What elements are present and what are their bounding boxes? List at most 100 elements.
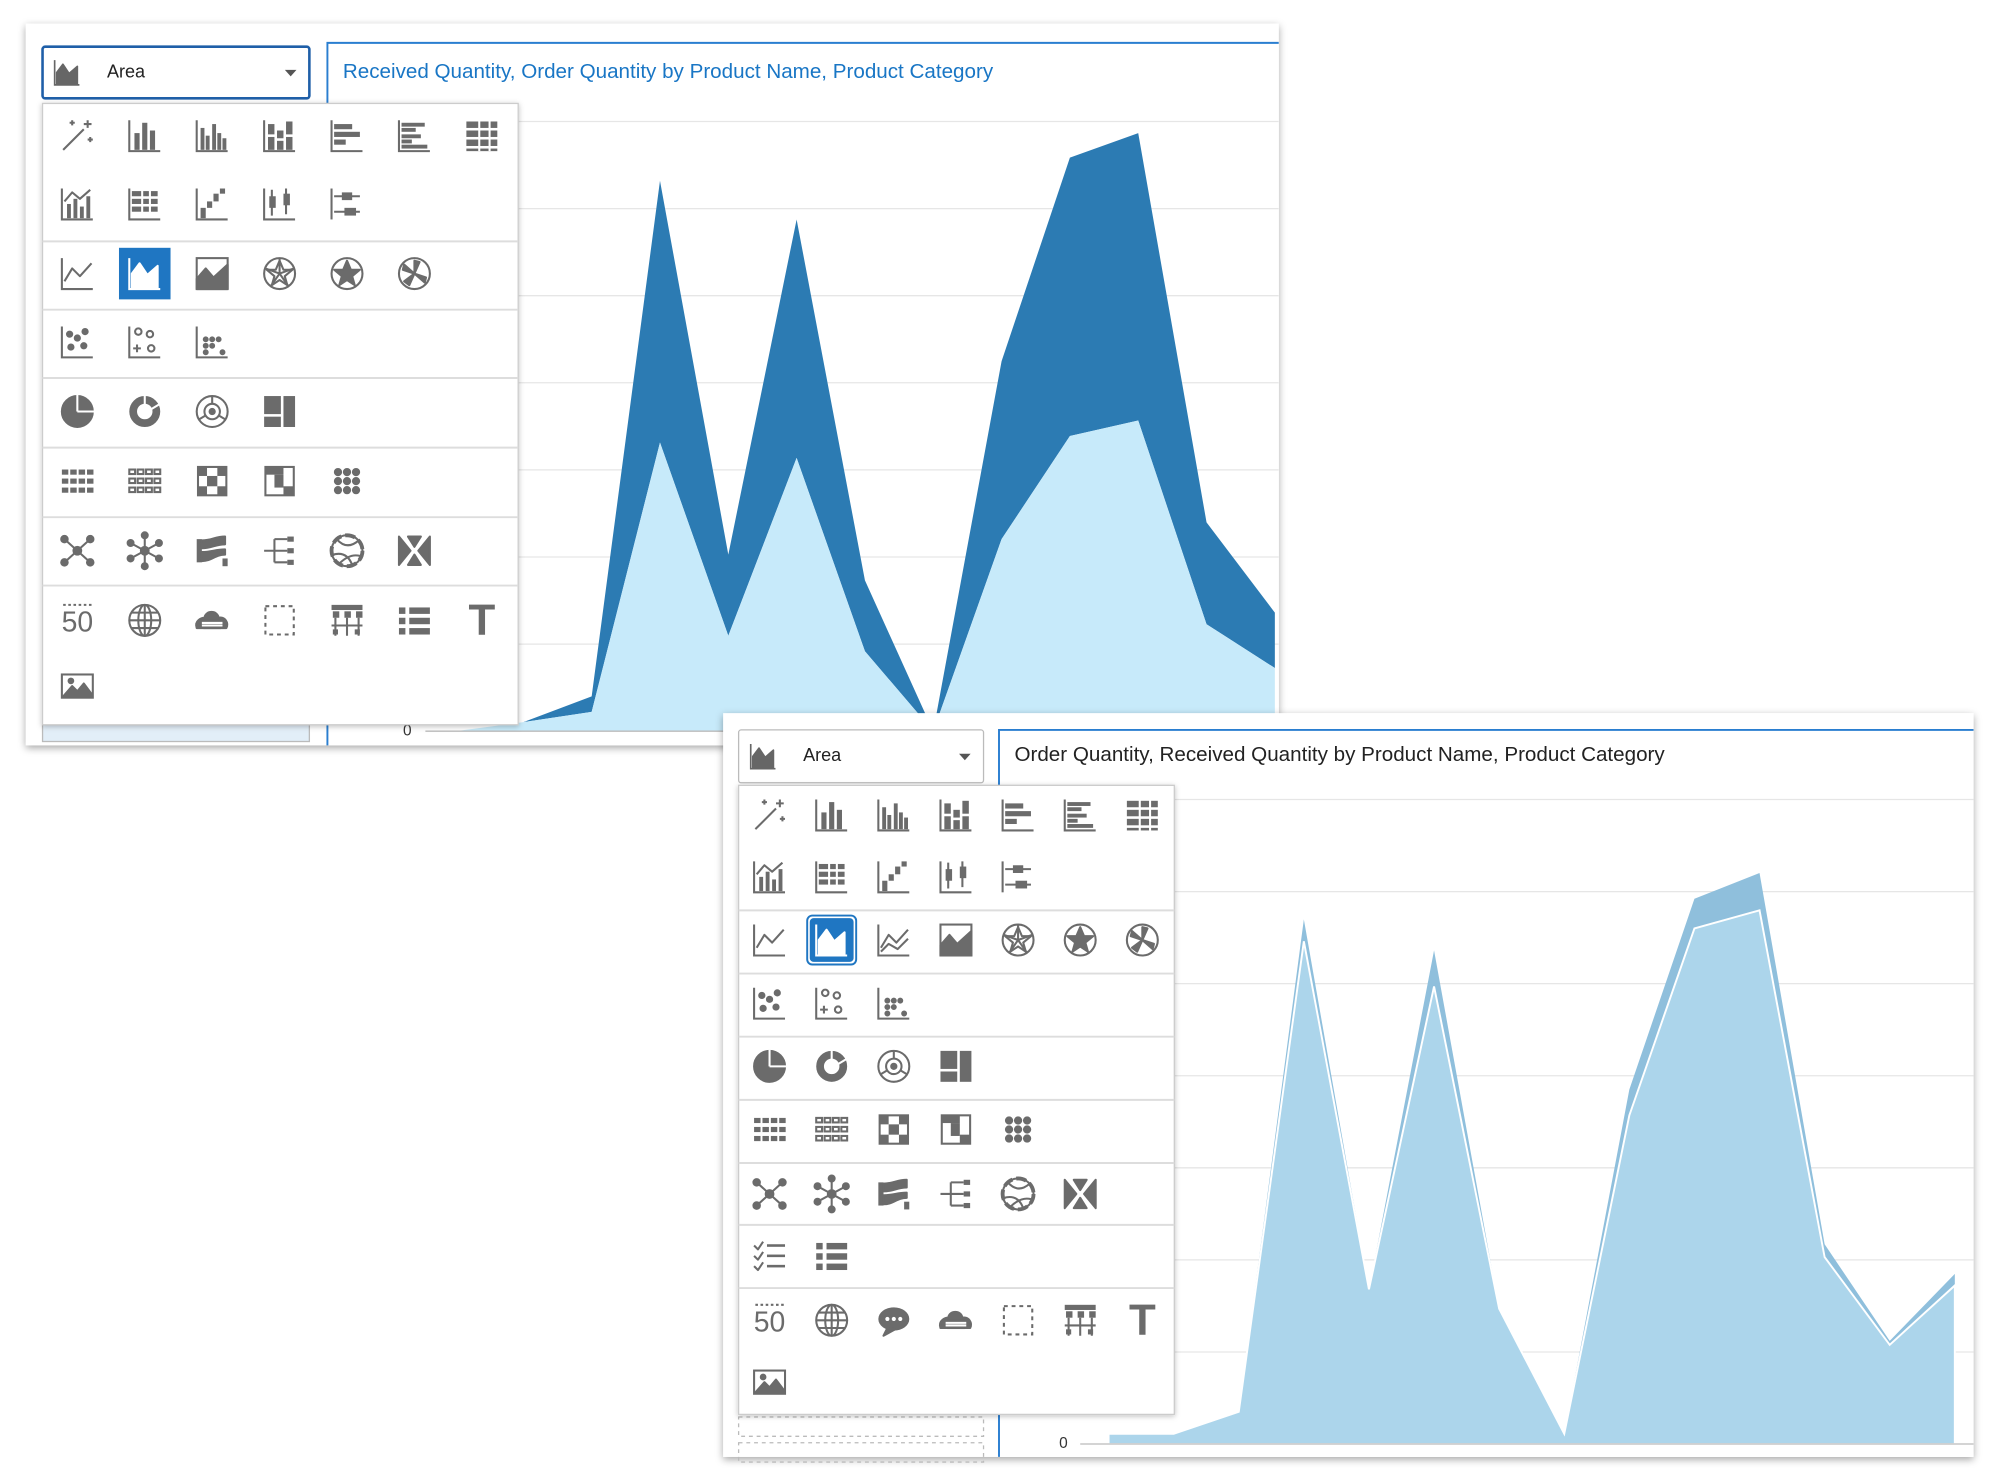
chart-type-icon[interactable] <box>397 120 430 153</box>
chart-type-icon[interactable] <box>330 188 360 220</box>
chart-type-icon[interactable] <box>754 799 786 830</box>
chart-type-icon[interactable] <box>195 120 228 153</box>
chart-type-icon[interactable] <box>60 188 93 221</box>
chart-type-icon[interactable] <box>128 188 161 221</box>
chart-type-icon[interactable] <box>939 923 973 957</box>
chart-type-icon[interactable] <box>1002 1305 1034 1336</box>
chart-type-icon[interactable] <box>1126 799 1158 831</box>
chart-type-icon[interactable] <box>753 1369 787 1395</box>
chart-type-icon[interactable] <box>60 534 95 567</box>
chart-type-icon[interactable] <box>1004 1116 1032 1143</box>
chart-type-icon[interactable] <box>815 1116 849 1142</box>
chart-type-icon[interactable] <box>397 535 431 566</box>
chart-type-icon[interactable] <box>398 607 430 635</box>
chart-type-icon[interactable] <box>1063 1178 1097 1210</box>
chart-type-icon[interactable] <box>60 394 95 429</box>
chart-type-icon[interactable] <box>753 987 786 1020</box>
icon-part <box>141 188 151 215</box>
icon-part <box>754 1378 785 1394</box>
chart-type-icon[interactable] <box>129 393 161 427</box>
chart-type-dropdown[interactable] <box>41 45 311 100</box>
chart-type-icon[interactable] <box>1000 1176 1036 1212</box>
chart-type-icon[interactable] <box>1063 799 1096 832</box>
chart-type-icon[interactable] <box>816 1242 848 1271</box>
icon-part <box>818 863 845 870</box>
chart-type-icon[interactable] <box>813 1174 850 1214</box>
chart-type-icon[interactable] <box>940 1179 971 1209</box>
chart-type-icon[interactable] <box>128 258 161 291</box>
chart-type-icon[interactable] <box>877 924 910 957</box>
chart-type-icon[interactable] <box>264 605 295 636</box>
chart-type-icon[interactable] <box>195 188 228 221</box>
chart-type-icon[interactable] <box>196 535 228 567</box>
chart-type-icon[interactable] <box>939 799 972 832</box>
chart-type-icon[interactable] <box>126 531 163 571</box>
icon-part <box>466 121 498 128</box>
chart-type-icon[interactable] <box>1001 861 1031 893</box>
chart-type-icon[interactable] <box>195 610 229 630</box>
chart-type-icon[interactable] <box>397 257 431 291</box>
chart-type-icon[interactable] <box>264 465 295 497</box>
chart-type-icon[interactable] <box>466 120 498 152</box>
chart-type-icon[interactable] <box>877 861 910 894</box>
chart-type-icon[interactable] <box>1125 923 1159 957</box>
chart-type-icon[interactable] <box>815 1303 849 1337</box>
chart-type-icon[interactable] <box>264 536 294 565</box>
chart-type-dropdown[interactable] <box>737 729 985 784</box>
chart-type-icon[interactable] <box>196 465 228 497</box>
chart-type-icon[interactable] <box>753 1241 786 1272</box>
chart-type-icon[interactable] <box>61 469 94 493</box>
chart-type-icon[interactable] <box>752 1178 787 1210</box>
chart-type-icon[interactable] <box>878 1307 910 1337</box>
chart-type-icon[interactable] <box>264 396 296 427</box>
chart-type-icon[interactable]: T <box>1129 1295 1156 1344</box>
chart-type-icon[interactable] <box>815 861 848 894</box>
chart-type-icon[interactable] <box>329 533 365 569</box>
chart-type-icon[interactable] <box>749 743 776 770</box>
chart-type-icon[interactable] <box>195 257 229 291</box>
chart-type-icon[interactable] <box>128 120 161 153</box>
chart-type-icon[interactable] <box>60 673 94 699</box>
chart-type-icon[interactable] <box>331 604 363 636</box>
chart-type-icon[interactable] <box>816 1048 848 1082</box>
chart-type-icon[interactable] <box>195 395 229 429</box>
chart-type-icon[interactable] <box>877 987 910 1020</box>
chart-type-icon[interactable]: 50 <box>62 603 94 639</box>
chart-type-icon[interactable] <box>1064 1304 1096 1336</box>
chart-type-icon[interactable]: T <box>468 595 495 644</box>
chart-type-icon[interactable] <box>938 1310 972 1330</box>
chart-type-icon[interactable] <box>940 1114 972 1145</box>
chart-type-icon[interactable] <box>195 326 228 359</box>
chart-type-icon[interactable] <box>1063 923 1097 957</box>
chart-type-icon[interactable] <box>128 326 161 359</box>
chart-type-icon[interactable] <box>815 799 848 832</box>
icon-part <box>334 139 346 145</box>
chart-type-icon[interactable] <box>815 987 848 1020</box>
chart-type-icon[interactable] <box>263 188 296 221</box>
chart-type-icon[interactable] <box>128 468 162 494</box>
chart-type-icon[interactable] <box>877 1049 911 1083</box>
chart-type-icon[interactable] <box>330 120 363 153</box>
chart-type-icon[interactable] <box>1001 923 1035 957</box>
chart-type-icon[interactable] <box>60 258 93 291</box>
chart-type-icon[interactable] <box>878 1178 910 1210</box>
chart-type-icon[interactable] <box>940 1050 972 1082</box>
chart-type-icon[interactable] <box>263 257 297 291</box>
chart-type-icon[interactable] <box>815 924 848 957</box>
chart-type-icon[interactable] <box>62 120 93 151</box>
chart-type-icon[interactable] <box>330 257 364 291</box>
chart-type-icon[interactable]: 50 <box>754 1303 786 1339</box>
chart-type-icon[interactable] <box>754 1117 786 1142</box>
chart-type-icon[interactable] <box>753 924 786 957</box>
chart-type-icon[interactable] <box>333 467 361 495</box>
chart-type-icon[interactable] <box>1001 799 1034 832</box>
chart-type-icon[interactable] <box>263 120 296 153</box>
chart-type-icon[interactable] <box>939 861 972 894</box>
chart-type-icon[interactable] <box>53 60 80 86</box>
chart-type-icon[interactable] <box>753 1049 787 1083</box>
chart-type-icon[interactable] <box>877 799 910 832</box>
chart-type-icon[interactable] <box>128 603 162 637</box>
chart-type-icon[interactable] <box>878 1114 910 1145</box>
chart-type-icon[interactable] <box>60 326 93 359</box>
chart-type-icon[interactable] <box>753 861 786 894</box>
